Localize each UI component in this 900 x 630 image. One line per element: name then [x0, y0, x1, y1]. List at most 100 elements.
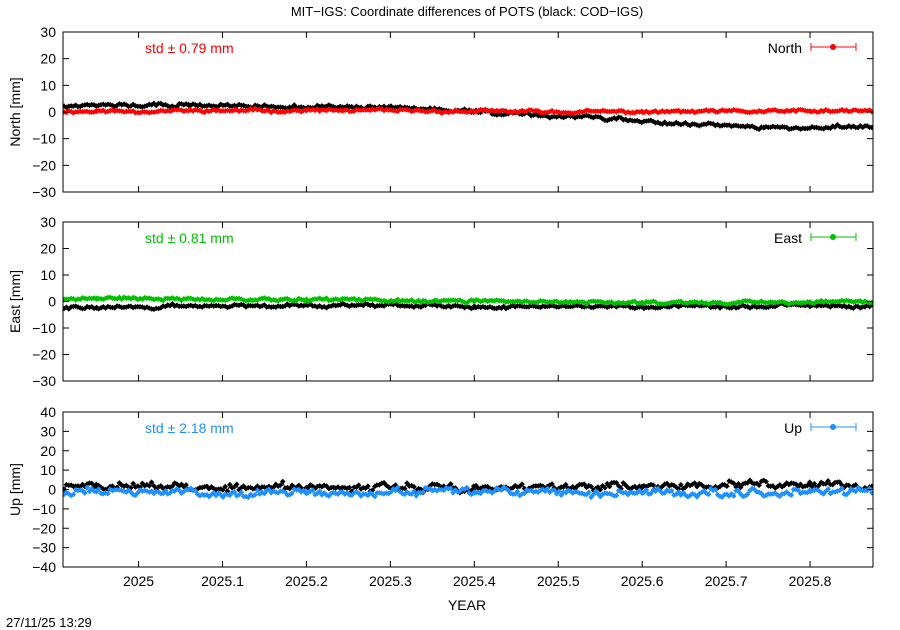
x-tick-label: 2025.2 [285, 573, 328, 589]
data-point [397, 489, 403, 495]
data-point [185, 102, 192, 109]
panel-east: −30 −20 −10 0 10 20 30 East [mm] std ± 0.81 mm Ea… [7, 214, 874, 389]
data-point [355, 490, 362, 497]
figure-title: MIT−IGS: Coordinate differences of POTS … [291, 4, 643, 19]
data-point [424, 299, 431, 306]
data-point [93, 108, 100, 115]
data-point [422, 298, 429, 304]
y-tick-label: 0 [48, 294, 56, 310]
data-point [475, 303, 482, 310]
legend-marker [830, 234, 836, 240]
y-tick-label: −20 [32, 347, 56, 363]
legend-label-north: North [768, 40, 802, 56]
x-tick-label: 2025.3 [369, 573, 412, 589]
y-tick-label: −10 [32, 320, 56, 336]
data-point [93, 304, 100, 311]
y-tick-label: 20 [40, 443, 56, 459]
x-tick-label: 2025 [123, 573, 154, 589]
data-point [487, 303, 493, 310]
data-point [146, 295, 153, 301]
data-point [733, 484, 739, 490]
y-tick-label: 30 [40, 423, 56, 439]
data-point [500, 303, 507, 310]
data-point [220, 487, 226, 493]
series-mit-igs-up [63, 484, 873, 501]
data-point [556, 113, 562, 119]
data-point [298, 489, 304, 495]
data-point [372, 303, 378, 310]
data-point [296, 482, 302, 489]
data-point [438, 298, 445, 304]
data-point [388, 301, 394, 307]
y-tick-label: 20 [40, 241, 56, 257]
data-point [160, 490, 166, 497]
legend-marker [830, 424, 836, 430]
std-annotation-north: std ± 0.79 mm [145, 40, 234, 56]
data-point [807, 108, 814, 115]
y-tick-label: −40 [32, 559, 56, 575]
data-point [335, 491, 341, 497]
legend-symbol-north [810, 43, 857, 51]
y-axis-label-north: North [mm] [7, 77, 23, 146]
data-point [705, 108, 712, 114]
data-point [413, 299, 420, 305]
data-point [468, 487, 475, 494]
data-point [323, 107, 330, 114]
data-point [650, 482, 657, 488]
data-point [471, 298, 478, 305]
x-tick-label: 2025.5 [537, 573, 580, 589]
y-tick-label: 20 [40, 51, 56, 67]
data-point [93, 295, 100, 302]
data-point [93, 488, 100, 495]
y-tick-label: −30 [32, 373, 56, 389]
data-point [323, 483, 330, 489]
data-point [146, 489, 153, 495]
data-point [190, 303, 196, 309]
data-point [197, 492, 203, 499]
data-point [471, 485, 478, 492]
y-tick-label: −10 [32, 131, 56, 147]
data-point [360, 484, 367, 491]
timestamp-label: 27/11/25 13:29 [6, 615, 92, 630]
y-tick-label: 10 [40, 267, 56, 283]
y-tick-label: 0 [48, 482, 56, 498]
data-point [487, 488, 493, 495]
data-point [724, 483, 730, 490]
data-point [783, 107, 790, 114]
y-tick-label: −30 [32, 540, 56, 556]
legend-label-east: East [774, 230, 802, 246]
legend-symbol-east [810, 233, 857, 241]
x-tick-label: 2025.4 [453, 573, 496, 589]
data-point [678, 298, 684, 305]
data-point [125, 295, 132, 301]
data-point [639, 489, 646, 496]
data-point [100, 296, 107, 303]
data-point [309, 487, 316, 494]
data-point [639, 109, 646, 115]
y-tick-label: −20 [32, 520, 56, 536]
data-point [733, 122, 739, 129]
data-point [385, 484, 392, 490]
data-point [321, 490, 327, 496]
data-point [436, 482, 443, 489]
legend-symbol-up [810, 423, 857, 431]
data-point [360, 302, 367, 309]
data-point [829, 481, 836, 488]
data-point [303, 107, 310, 114]
data-point [447, 481, 454, 487]
data-point [869, 124, 873, 131]
data-point [157, 100, 164, 107]
data-point [210, 297, 217, 304]
data-point [597, 486, 604, 493]
data-point [229, 295, 235, 301]
data-points-north [63, 100, 873, 133]
x-tick-label: 2025.7 [705, 573, 748, 589]
data-point [602, 303, 608, 309]
y-tick-label: −30 [32, 184, 56, 200]
data-point [728, 305, 735, 311]
data-points-east [63, 294, 873, 313]
y-tick-label: 30 [40, 24, 56, 40]
data-point [730, 480, 737, 487]
panel-north: −30 −20 −10 0 10 20 30 North [mm] std ± 0.79 mm N… [7, 24, 874, 200]
data-point [210, 103, 217, 109]
